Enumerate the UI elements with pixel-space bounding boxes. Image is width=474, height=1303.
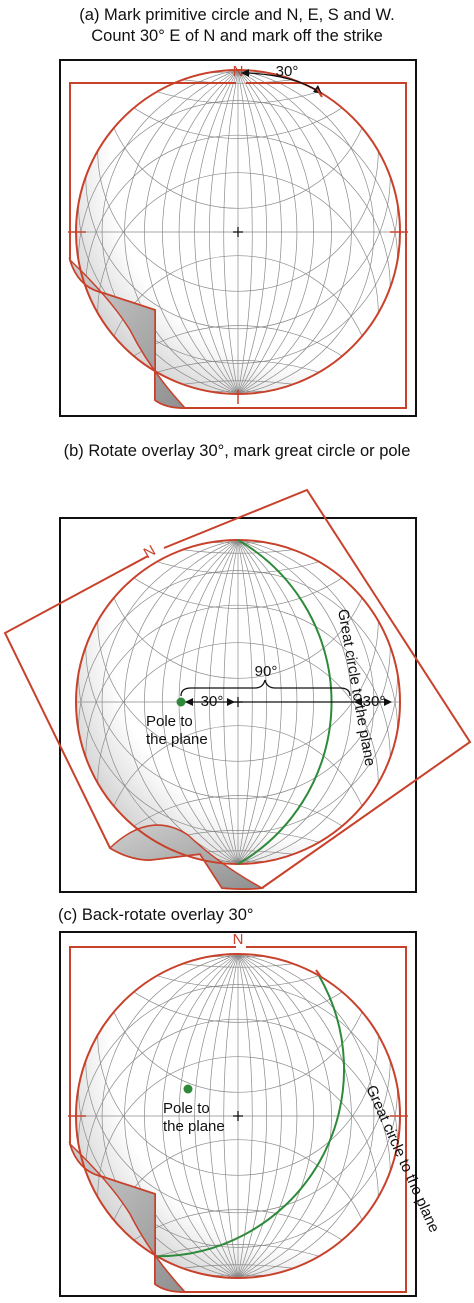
center-cross (233, 697, 243, 707)
net-small-circle (182, 1264, 294, 1269)
label-90: 90° (255, 663, 278, 680)
net-small-circle (97, 1056, 379, 1198)
net-small-circle (97, 172, 379, 314)
net-small-circle (156, 1244, 320, 1257)
label-30-right: 30° (363, 693, 386, 710)
arrowhead-icon (227, 698, 235, 706)
panel-b-diagram: N 90° 30° 30° Pole to the plane Great ci… (3, 488, 472, 893)
net-small-circle (85, 176, 391, 330)
net-small-circle (85, 1018, 391, 1172)
strike-mark (315, 969, 322, 978)
pole-label-line2: the plane (146, 731, 208, 748)
center-cross (233, 1111, 243, 1121)
net-small-circle (78, 1087, 398, 1248)
net-small-circle (182, 549, 294, 554)
net-small-circle (113, 1139, 363, 1221)
net-small-circle (78, 984, 398, 1145)
center-cross (233, 227, 243, 237)
net-small-circle (156, 360, 320, 373)
strike-angle-arc (243, 72, 319, 92)
caption-a-line1: (a) Mark primitive circle and N, E, S an… (79, 6, 395, 24)
net-small-circle (97, 620, 379, 762)
net-small-circle (113, 255, 363, 337)
net-small-circle (97, 1034, 379, 1176)
net-small-circle (133, 325, 343, 357)
panel-c-diagram: N Pole to the plane Great circle to the … (59, 931, 443, 1297)
pole-point (176, 697, 186, 707)
net-small-circle (78, 100, 398, 261)
net-small-circle (113, 1011, 363, 1093)
net-small-circle (78, 203, 398, 364)
label-30-left: 30° (201, 693, 224, 710)
frame-border (59, 931, 417, 1297)
net-small-circle (133, 795, 343, 827)
caption-c: (c) Back-rotate overlay 30° (58, 905, 474, 926)
net-small-circle (133, 577, 343, 609)
net-small-circle (182, 79, 294, 84)
net-small-circle (85, 604, 391, 758)
net-small-circle (182, 963, 294, 968)
net-small-circle (156, 561, 320, 574)
net-small-circle (78, 673, 398, 834)
panel-a-diagram: N 30° (59, 59, 417, 417)
strike-mark (316, 88, 323, 98)
net-small-circle (133, 1209, 343, 1241)
pole-label-line1: Pole to (163, 1100, 210, 1117)
net-small-circle (85, 134, 391, 288)
pole-label-line2: the plane (163, 1118, 225, 1135)
net-small-circle (133, 107, 343, 139)
arrowhead-left-icon (241, 69, 249, 77)
caption-b-line1: (b) Rotate overlay 30°, mark great circl… (63, 442, 411, 460)
north-label: N (233, 931, 244, 948)
net-small-circle (156, 91, 320, 104)
net-small-circle (113, 597, 363, 679)
net-small-circle (85, 1060, 391, 1214)
caption-a-line2: Count 30° E of N and mark off the strike (91, 27, 383, 45)
cardinal-ticks (68, 231, 408, 404)
net-small-circle (133, 991, 343, 1023)
net-grid (76, 69, 400, 395)
caption-a: (a) Mark primitive circle and N, E, S an… (0, 5, 474, 47)
net-small-circle (113, 725, 363, 807)
curled-corner (108, 824, 265, 890)
net-small-circle (182, 380, 294, 385)
net-small-circle (97, 150, 379, 292)
frame-border (59, 59, 417, 417)
caption-b: (b) Rotate overlay 30°, mark great circl… (0, 441, 474, 462)
caption-c-line1: (c) Back-rotate overlay 30° (58, 906, 254, 924)
arrowhead-icon (185, 698, 193, 706)
arrowhead-icon (354, 698, 362, 706)
great-circle (156, 975, 346, 1258)
net-grid (76, 953, 400, 1279)
strike-angle-label: 30° (276, 63, 299, 80)
arrowhead-icon (384, 698, 392, 706)
brace-90 (180, 679, 351, 697)
net-small-circle (85, 646, 391, 800)
net-small-circle (97, 642, 379, 784)
pole-label-line1: Pole to (146, 713, 193, 730)
pole-point (183, 1084, 193, 1094)
net-small-circle (156, 975, 320, 988)
north-label: N (233, 63, 244, 80)
net-small-circle (78, 570, 398, 731)
net-small-circle (113, 127, 363, 209)
